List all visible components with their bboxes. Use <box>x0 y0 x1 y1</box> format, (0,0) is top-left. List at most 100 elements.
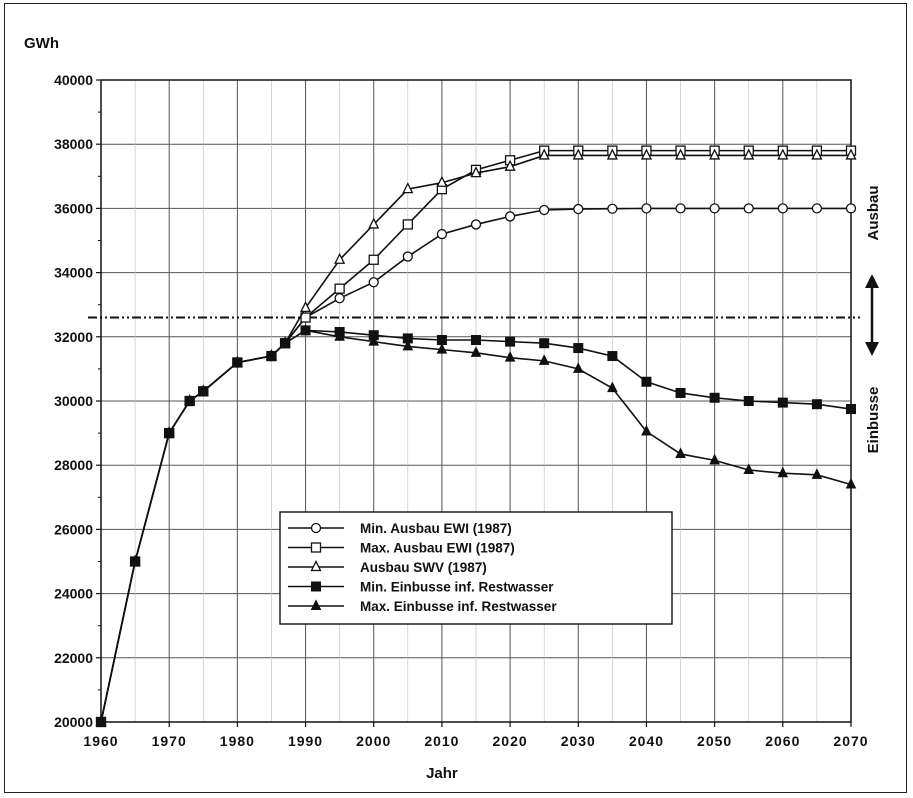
legend-marker-0 <box>310 522 322 534</box>
x-tick-label-2050: 2050 <box>697 733 732 749</box>
data-point-0-22 <box>777 203 788 214</box>
x-tick-label-1980: 1980 <box>220 733 255 749</box>
data-point-2-18 <box>640 148 653 160</box>
data-point-4-17 <box>607 381 618 393</box>
x-tick-label-2020: 2020 <box>493 733 528 749</box>
data-point-0-13 <box>470 219 482 230</box>
data-point-4-9 <box>334 330 345 341</box>
x-axis-label: Jahr <box>426 765 458 782</box>
data-point-3-16 <box>573 343 584 354</box>
data-point-3-13 <box>471 335 481 346</box>
data-point-4-15 <box>538 354 550 365</box>
data-point-0-14 <box>504 211 516 222</box>
series-4 <box>95 323 857 726</box>
data-point-4-0 <box>95 715 107 726</box>
data-point-3-15 <box>539 338 550 349</box>
data-point-0-18 <box>641 203 652 214</box>
data-point-4-11 <box>402 339 414 351</box>
data-point-3-14 <box>505 336 516 347</box>
y-tick-label-20000: 20000 <box>54 714 93 730</box>
data-point-2-17 <box>606 148 618 160</box>
y-tick-label-34000: 34000 <box>54 265 93 281</box>
annotations: Ausbau Einbusse <box>865 185 882 453</box>
x-tick-label-2000: 2000 <box>356 733 391 749</box>
data-point-3-23 <box>811 399 822 410</box>
data-point-0-11 <box>402 251 413 262</box>
series-0 <box>95 203 857 728</box>
data-point-0-23 <box>811 203 823 214</box>
y-tick-label-28000: 28000 <box>54 457 93 473</box>
x-tick-label-1960: 1960 <box>83 733 118 749</box>
y-tick-label-32000: 32000 <box>54 329 93 345</box>
arrow-up-head <box>865 274 879 288</box>
data-point-4-6 <box>266 349 277 361</box>
data-point-3-22 <box>777 397 788 408</box>
data-point-0-19 <box>675 203 686 214</box>
annotation-einbusse: Einbusse <box>865 387 882 454</box>
legend-label-0: Min. Ausbau EWI (1987) <box>360 521 512 536</box>
data-point-2-9 <box>334 252 346 264</box>
data-point-4-4 <box>197 384 209 396</box>
x-tick-label-2040: 2040 <box>629 733 664 749</box>
legend-label-3: Min. Einbusse inf. Restwasser <box>360 580 554 595</box>
x-tick-label-1970: 1970 <box>152 733 187 749</box>
y-tick-label-36000: 36000 <box>54 200 93 216</box>
data-point-4-2 <box>163 426 175 438</box>
x-tick-label-1990: 1990 <box>288 733 323 749</box>
data-point-2-13 <box>470 166 482 178</box>
data-point-1-10 <box>368 254 379 265</box>
data-point-0-24 <box>845 203 857 214</box>
legend-marker-1 <box>310 542 322 553</box>
legend: Min. Ausbau EWI (1987) Max. Ausbau EWI (1… <box>279 511 673 625</box>
y-tick-label-38000: 38000 <box>54 136 93 152</box>
annotation-ausbau: Ausbau <box>865 185 882 240</box>
data-point-4-7 <box>279 336 291 348</box>
data-point-4-3 <box>184 394 195 405</box>
data-point-4-1 <box>129 554 141 566</box>
data-point-4-13 <box>470 346 482 357</box>
legend-label-4: Max. Einbusse inf. Restwasser <box>360 599 557 614</box>
axis-labels: 20000 22000 24000 26000 28000 30000 32000 34000… <box>24 35 868 782</box>
legend-label-2: Ausbau SWV (1987) <box>360 560 487 575</box>
data-point-2-16 <box>572 148 584 160</box>
data-point-0-15 <box>539 204 550 216</box>
data-point-0-12 <box>436 228 448 240</box>
data-point-3-20 <box>709 392 720 403</box>
y-axis-label: GWh <box>24 35 59 52</box>
data-point-0-9 <box>334 293 345 304</box>
y-tick-label-22000: 22000 <box>54 650 93 666</box>
data-point-4-21 <box>743 463 755 475</box>
data-point-2-23 <box>811 148 823 160</box>
legend-marker-4 <box>310 599 322 610</box>
legend-marker-3 <box>311 581 321 592</box>
data-point-4-24 <box>845 477 857 489</box>
data-point-2-11 <box>402 182 414 194</box>
data-point-2-21 <box>743 148 755 160</box>
data-point-4-19 <box>675 447 686 458</box>
arrow-down-head <box>865 342 879 356</box>
data-point-1-11 <box>402 219 413 230</box>
data-point-3-24 <box>846 404 856 415</box>
data-point-2-8 <box>299 300 312 313</box>
data-point-0-10 <box>368 277 379 288</box>
data-point-4-18 <box>641 424 652 436</box>
data-point-4-14 <box>504 351 516 362</box>
data-point-4-20 <box>709 453 720 465</box>
data-point-1-9 <box>334 283 345 294</box>
y-tick-label-30000: 30000 <box>54 393 93 409</box>
chart-frame <box>4 3 907 793</box>
data-point-3-21 <box>743 396 754 406</box>
x-tick-label-2030: 2030 <box>561 733 596 749</box>
y-tick-label-24000: 24000 <box>54 586 93 602</box>
series-layer <box>95 145 857 728</box>
data-point-0-20 <box>709 203 720 214</box>
data-point-0-16 <box>573 203 584 215</box>
data-point-2-24 <box>845 148 857 160</box>
x-tick-label-2060: 2060 <box>765 733 800 749</box>
legend-marker-2 <box>310 560 322 572</box>
data-point-2-12 <box>436 175 448 187</box>
data-point-3-19 <box>675 387 686 398</box>
data-point-0-21 <box>743 203 754 214</box>
y-tick-label-40000: 40000 <box>54 72 93 88</box>
